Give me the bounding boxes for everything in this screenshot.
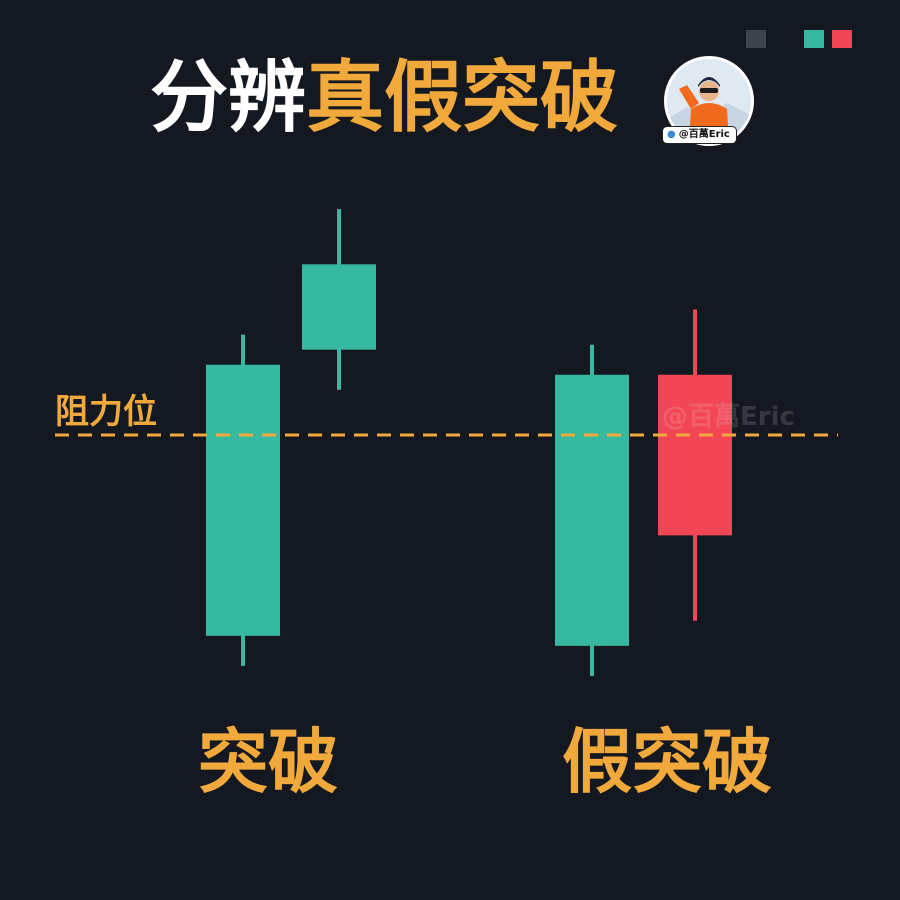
title-white: 分辨 bbox=[150, 52, 307, 143]
swatch-red bbox=[832, 30, 852, 48]
bird-icon: ● bbox=[667, 129, 676, 140]
avatar: ● @百萬Eric bbox=[662, 56, 754, 148]
avatar-handle: @百萬Eric bbox=[678, 129, 730, 140]
label-false-breakout: 假突破 bbox=[562, 720, 772, 803]
label-breakout: 突破 bbox=[198, 720, 338, 803]
candle-body bbox=[206, 364, 280, 636]
candle-body bbox=[302, 264, 376, 350]
swatch-gray bbox=[746, 30, 766, 48]
candle-body bbox=[555, 374, 629, 646]
resistance-label: 阻力位 bbox=[55, 392, 157, 432]
watermark: @百萬Eric bbox=[662, 402, 795, 432]
swatch-green bbox=[804, 30, 824, 48]
avatar-handle-tag: ● @百萬Eric bbox=[662, 126, 737, 144]
title-orange: 真假突破 bbox=[306, 52, 619, 143]
candles-layer bbox=[206, 209, 732, 676]
candle-body bbox=[658, 374, 732, 536]
page-title: 分辨真假突破 bbox=[150, 48, 618, 148]
